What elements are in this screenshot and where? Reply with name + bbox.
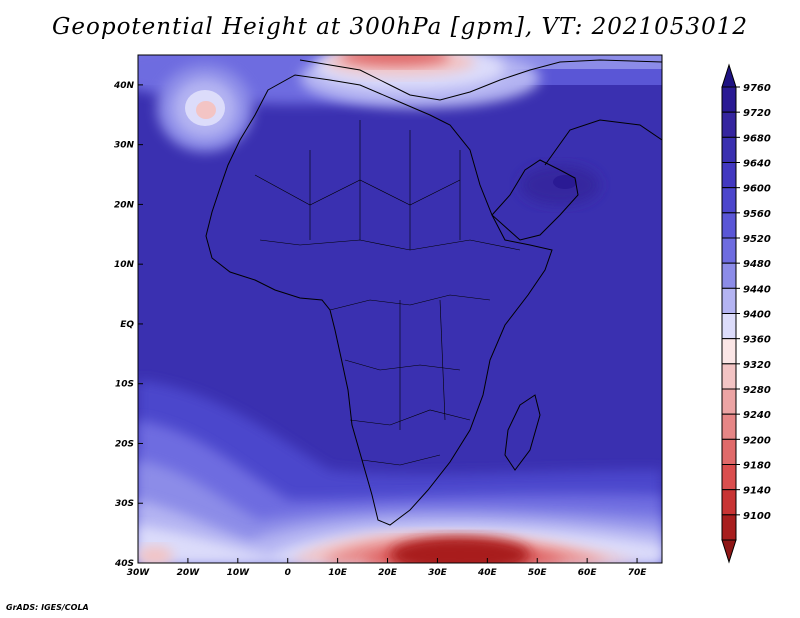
colorbar-label: 9180 (743, 461, 771, 472)
lat-tick-label: 30N (114, 141, 135, 151)
lon-tick-label: 70E (628, 568, 648, 578)
colorbar-label: 9100 (743, 511, 771, 522)
lon-tick-label: 30W (127, 568, 151, 578)
lon-tick-label: 20W (177, 568, 201, 578)
colorbar-label: 9560 (743, 209, 771, 220)
lat-tick-label: 10S (115, 380, 134, 390)
colorbar-swatch (721, 413, 737, 440)
lon-tick-label: 60E (578, 568, 598, 578)
colorbar-swatch (721, 388, 737, 415)
colorbar-swatch (721, 162, 737, 189)
colorbar-label: 9760 (743, 83, 771, 94)
coastlines (205, 59, 662, 526)
colorbar-label: 9640 (743, 159, 771, 170)
lat-tick-label: 40N (113, 81, 135, 91)
colorbar: 9760 9720 9680 9640 9600 9560 9520 9480 9440 9400… (721, 63, 771, 564)
lat-tick-label: EQ (120, 320, 134, 330)
lat-tick-label: 30S (115, 499, 134, 509)
colorbar-swatch (721, 212, 737, 239)
colorbar-swatch (721, 262, 737, 289)
lat-tick-label: 20N (114, 200, 135, 210)
colorbar-swatch (721, 187, 737, 214)
colorbar-label: 9600 (743, 184, 771, 195)
colorbar-label: 9680 (743, 133, 771, 144)
colorbar-label: 9400 (743, 310, 771, 321)
height-field (138, 55, 662, 563)
lon-tick-label: 20E (378, 568, 398, 578)
colorbar-swatch (721, 363, 737, 390)
colorbar-label: 9440 (743, 284, 771, 295)
latitude-axis: 40N 30N 20N 10N EQ 10S 20S 30S 40S (113, 81, 143, 569)
lon-tick-label: 0 (285, 568, 291, 578)
colorbar-swatch (721, 86, 737, 113)
map-title: Geopotential Height at 300hPa [gpm], VT:… (52, 14, 748, 40)
colorbar-label: 9280 (743, 385, 771, 396)
country-borders (254, 120, 521, 466)
colorbar-label: 9240 (743, 410, 771, 421)
colorbar-swatch (721, 287, 737, 315)
colorbar-label: 9140 (743, 486, 771, 497)
colorbar-top-arrow (721, 63, 737, 88)
lat-tick-label: 40S (114, 559, 134, 569)
lat-tick-label: 10N (114, 260, 135, 270)
colorbar-label: 9480 (743, 259, 771, 270)
colorbar-label: 9320 (743, 360, 771, 371)
lon-tick-label: 10W (227, 568, 251, 578)
colorbar-swatch (721, 338, 737, 365)
lon-tick-label: 50E (528, 568, 548, 578)
lon-tick-label: 10E (328, 568, 348, 578)
colorbar-bottom-arrow (721, 539, 737, 564)
colorbar-swatch (721, 514, 737, 541)
colorbar-swatch (721, 438, 737, 466)
lon-tick-label: 30E (428, 568, 448, 578)
colorbar-swatch (721, 313, 737, 340)
plot-frame (137, 54, 663, 564)
lat-tick-label: 20S (115, 439, 134, 449)
colorbar-swatch (721, 464, 737, 491)
lon-tick-label: 40E (477, 568, 498, 578)
longitude-axis: 30W 20W 10W 0 10E 20E 30E 40E 50E 60E 70E (127, 558, 647, 578)
colorbar-label: 9200 (743, 435, 771, 446)
colorbar-swatch (721, 237, 737, 264)
colorbar-label: 9720 (743, 108, 771, 119)
colorbar-label: 9360 (743, 335, 771, 346)
colorbar-label: 9520 (743, 234, 771, 245)
grads-credit: GrADS: IGES/COLA (6, 603, 89, 612)
colorbar-swatch (721, 136, 737, 163)
colorbar-swatch (721, 111, 737, 138)
colorbar-swatch (721, 489, 737, 516)
